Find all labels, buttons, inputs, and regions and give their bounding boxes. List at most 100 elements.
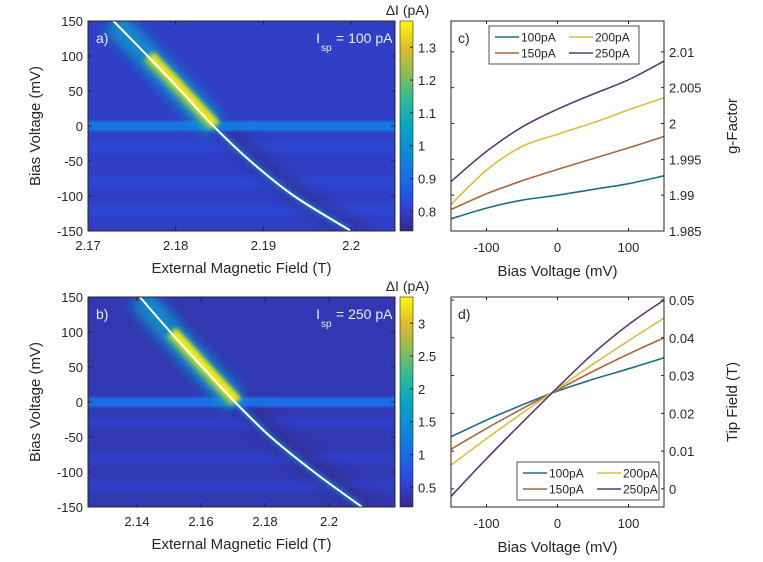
legend-box [488,25,640,65]
legend-item: 150pA [523,483,584,497]
annotation-symbol: I [316,30,320,46]
x-tick-label: 2.2 [342,238,360,253]
y-tick-label: 50 [69,360,83,375]
zero-bias-band [88,397,395,407]
colorbar-tick-label: 0.5 [418,480,436,495]
zero-bias-band [88,121,395,131]
legend-label: 150pA [521,47,556,61]
annotation-value: = 250 pA [336,306,393,322]
setpoint-current-annotation: Isp = 100 pA [316,30,393,54]
panel-label: a) [96,30,108,46]
legend-item: 200pA [569,31,630,45]
y-tick-label: 0.01 [669,444,694,459]
y-tick-label: 50 [69,84,83,99]
legend-item: 150pA [495,47,556,61]
heatmap-band [88,452,395,464]
y-axis-label: Bias Voltage (mV) [27,66,44,186]
colorbar-tick-label: 1.2 [418,73,436,88]
series-line-200pA [451,317,664,466]
heatmap-band [88,176,395,188]
panel-label: b) [96,306,108,322]
colorbar-gradient [399,296,414,508]
y-axis-label: Bias Voltage (mV) [27,342,44,462]
x-tick-label: 2.18 [163,238,188,253]
ridge-peak [147,52,220,130]
series-line-150pA [451,135,664,211]
colorbar-gradient [399,20,414,232]
ridge-peak [169,328,242,406]
colorbar-tick-label: 2 [418,382,425,397]
colorbar-tick-label: 1.1 [418,106,436,121]
series-area [451,60,664,220]
series-line-100pA [451,357,664,438]
y-tick-label: 150 [61,290,83,305]
legend-label: 250pA [623,483,658,497]
annotation-value: = 100 pA [336,30,393,46]
series-line-150pA [451,337,664,450]
series-area [451,299,664,497]
legend-label: 250pA [595,47,630,61]
colorbar-tick-label: 0.8 [418,204,436,219]
y-axis-label: Tip Field (T) [724,362,741,442]
y-tick-label: 2.01 [669,45,694,60]
heatmap-band [88,417,395,429]
y-tick-label: 1.985 [669,224,702,239]
y-tick-label: -50 [64,154,83,169]
y-tick-label: 0.04 [669,331,694,346]
annotation-symbol: I [316,306,320,322]
y-tick-label: 100 [61,49,83,64]
colorbar-tick-label: 1 [418,448,425,463]
y-tick-label: 2.005 [669,81,702,96]
x-tick-label: 2.19 [251,238,276,253]
y-tick-label: 100 [61,325,83,340]
x-axis-label: Bias Voltage (mV) [497,263,617,280]
x-tick-label: 0 [554,516,561,531]
y-tick-label: 0.05 [669,293,694,308]
heatmap-area [88,21,395,231]
setpoint-current-annotation: Isp = 250 pA [316,306,393,330]
legend-label: 150pA [549,483,584,497]
legend-item: 100pA [495,31,556,45]
panel-a-heatmap: 2.17 2.18 2.19 2.2 150 100 50 0 -50 -100 -150 Exter… [27,2,436,277]
colorbar-tick-label: 2.5 [418,349,436,364]
colorbar-tick-label: 3 [418,316,425,331]
annotation-subscript: sp [321,43,332,54]
x-axis-label: External Magnetic Field (T) [151,536,331,553]
heatmap-shadow [239,398,381,507]
y-tick-label: -150 [57,224,83,239]
colorbar-tick-label: 1.3 [418,40,436,55]
legend-item: 250pA [569,47,630,61]
panel-b-heatmap: 2.14 2.16 2.18 2.2 150 100 50 0 -50 -100 -150 Exter… [27,278,436,553]
heatmap-area [88,297,395,507]
annotation-subscript: sp [321,319,332,330]
colorbar-label: ΔI (pA) [386,278,430,294]
series-line-100pA [451,175,664,220]
panel-c-g-factor-plot: -100 0 100 1.985 1.99 1.995 2 2.005 2.01 Bias Vol… [450,20,741,280]
series-line-250pA [451,299,664,497]
x-tick-label: 2.2 [320,514,338,529]
legend-item: 100pA [523,467,584,481]
y-tick-label: 0.03 [669,369,694,384]
y-tick-label: 150 [61,14,83,29]
y-tick-label: 0 [76,119,83,134]
legend-label: 100pA [549,467,584,481]
x-tick-label: 2.17 [75,238,100,253]
x-tick-label: -100 [473,240,499,255]
x-axis-label: External Magnetic Field (T) [151,260,331,277]
y-tick-label: -50 [64,430,83,445]
series-line-200pA [451,96,664,206]
y-tick-label: -100 [57,465,83,480]
x-tick-label: 2.16 [188,514,213,529]
colorbar-tick-label: 1 [418,139,425,154]
legend-item: 200pA [597,467,658,481]
panel-label: d) [458,306,470,322]
x-tick-label: -100 [473,516,499,531]
colorbar-tick-label: 1.5 [418,415,436,430]
legend-label: 200pA [595,31,630,45]
legend-item: 250pA [597,483,658,497]
colorbar-label: ΔI (pA) [386,2,430,18]
x-axis-label: Bias Voltage (mV) [497,539,617,556]
y-tick-label: -150 [57,500,83,515]
x-tick-label: 0 [554,240,561,255]
legend-label: 100pA [521,31,556,45]
